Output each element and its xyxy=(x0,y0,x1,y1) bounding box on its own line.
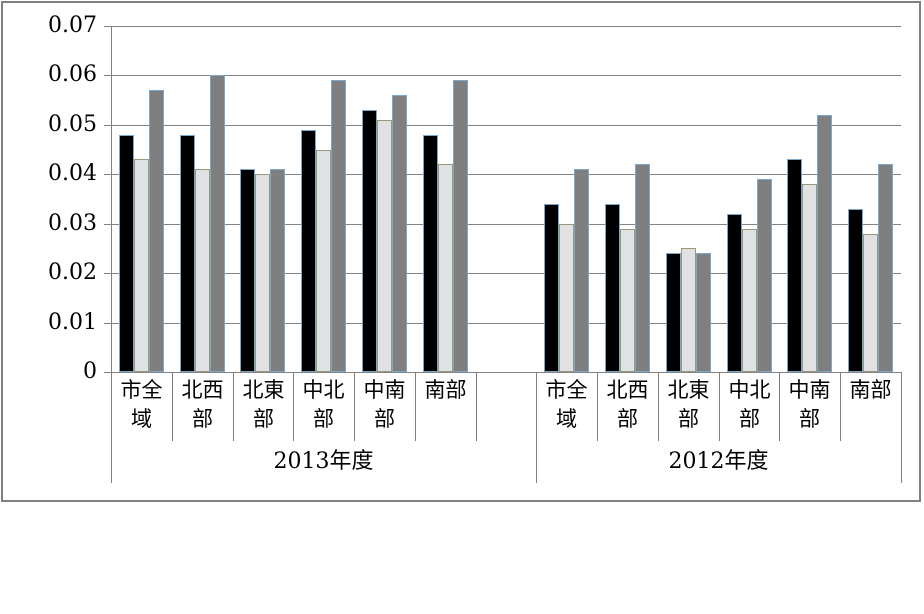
category-separator xyxy=(597,372,598,441)
category-separator xyxy=(840,372,841,441)
bar-series-2-light-gray xyxy=(681,248,696,372)
category-separator xyxy=(658,372,659,441)
bar-series-2-light-gray xyxy=(134,159,149,372)
bar-series-1-black xyxy=(727,214,742,372)
bar-series-3-dark-gray xyxy=(270,169,285,372)
category-separator xyxy=(233,372,234,441)
y-axis-tick xyxy=(104,224,111,225)
y-tick-label: 0 xyxy=(83,359,97,384)
category-separator xyxy=(354,372,355,441)
y-axis-tick xyxy=(104,372,111,373)
y-axis-tick xyxy=(104,273,111,274)
category-separator xyxy=(172,372,173,441)
bar-series-2-light-gray xyxy=(316,150,331,372)
bar-series-2-light-gray xyxy=(195,169,210,372)
bar-series-2-light-gray xyxy=(255,174,270,372)
year-group-divider xyxy=(901,372,902,483)
bar-series-1-black xyxy=(119,135,134,372)
bar-series-2-light-gray xyxy=(802,184,817,372)
bar-series-2-light-gray xyxy=(377,120,392,372)
bar-series-3-dark-gray xyxy=(757,179,772,372)
bar-series-2-light-gray xyxy=(742,229,757,372)
category-label: 南部 xyxy=(424,378,467,402)
bar-series-1-black xyxy=(544,204,559,372)
category-label: 中南部 xyxy=(363,378,406,431)
category-label: 北東部 xyxy=(242,378,285,431)
category-label: 南部 xyxy=(849,378,892,402)
bar-series-1-black xyxy=(848,209,863,372)
bar-series-1-black xyxy=(362,110,377,372)
year-group-divider xyxy=(536,372,537,483)
bar-series-3-dark-gray xyxy=(574,169,589,372)
category-separator xyxy=(476,372,477,441)
bar-series-1-black xyxy=(180,135,195,372)
category-label: 中北部 xyxy=(302,378,345,431)
category-label: 市全域 xyxy=(545,378,588,431)
y-tick-label: 0.02 xyxy=(48,260,97,285)
category-label: 北西部 xyxy=(181,378,224,431)
category-separator xyxy=(779,372,780,441)
gridline xyxy=(111,323,901,324)
bar-series-1-black xyxy=(423,135,438,372)
bar-series-3-dark-gray xyxy=(149,90,164,372)
bar-series-1-black xyxy=(787,159,802,372)
y-tick-label: 0.05 xyxy=(48,112,97,137)
category-label: 市全域 xyxy=(120,378,163,431)
bar-series-3-dark-gray xyxy=(635,164,650,372)
year-group-label: 2012年度 xyxy=(668,449,769,474)
gridline xyxy=(111,125,901,126)
bar-series-3-dark-gray xyxy=(331,80,346,372)
y-axis-tick xyxy=(104,323,111,324)
category-label: 北東部 xyxy=(667,378,710,431)
category-separator xyxy=(719,372,720,441)
bar-series-3-dark-gray xyxy=(696,253,711,372)
y-tick-label: 0.03 xyxy=(48,211,97,236)
y-axis-tick xyxy=(104,174,111,175)
bar-series-2-light-gray xyxy=(620,229,635,372)
bar-series-1-black xyxy=(240,169,255,372)
y-axis-tick xyxy=(104,75,111,76)
axis-table-border-left xyxy=(111,372,112,483)
bar-series-2-light-gray xyxy=(863,234,878,372)
chart-frame: 0 0.01 0.02 0.03 0.04 0.05 0.06 0.07 市全域 北西部 北東部 中北… xyxy=(1,1,921,502)
bar-series-1-black xyxy=(301,130,316,372)
gridline xyxy=(111,26,901,27)
bar-series-3-dark-gray xyxy=(392,95,407,372)
y-tick-label: 0.06 xyxy=(48,62,97,87)
gridline xyxy=(111,224,901,225)
bar-series-3-dark-gray xyxy=(817,115,832,372)
x-axis-line xyxy=(111,372,901,373)
bar-series-1-black xyxy=(605,204,620,372)
bar-series-3-dark-gray xyxy=(453,80,468,372)
year-group-label: 2013年度 xyxy=(273,449,374,474)
y-axis-tick xyxy=(104,26,111,27)
bar-series-2-light-gray xyxy=(559,224,574,372)
gridline xyxy=(111,75,901,76)
y-tick-label: 0.07 xyxy=(48,13,97,38)
category-separator xyxy=(415,372,416,441)
bar-series-2-light-gray xyxy=(438,164,453,372)
y-tick-label: 0.04 xyxy=(48,161,97,186)
y-axis-line xyxy=(111,26,112,372)
gridline xyxy=(111,273,901,274)
bar-series-3-dark-gray xyxy=(878,164,893,372)
bar-series-3-dark-gray xyxy=(210,75,225,372)
category-label: 北西部 xyxy=(606,378,649,431)
gridline xyxy=(111,174,901,175)
bar-series-1-black xyxy=(666,253,681,372)
y-axis-tick xyxy=(104,125,111,126)
category-label: 中北部 xyxy=(728,378,771,431)
category-separator xyxy=(293,372,294,441)
category-label: 中南部 xyxy=(788,378,831,431)
y-tick-label: 0.01 xyxy=(48,310,97,335)
